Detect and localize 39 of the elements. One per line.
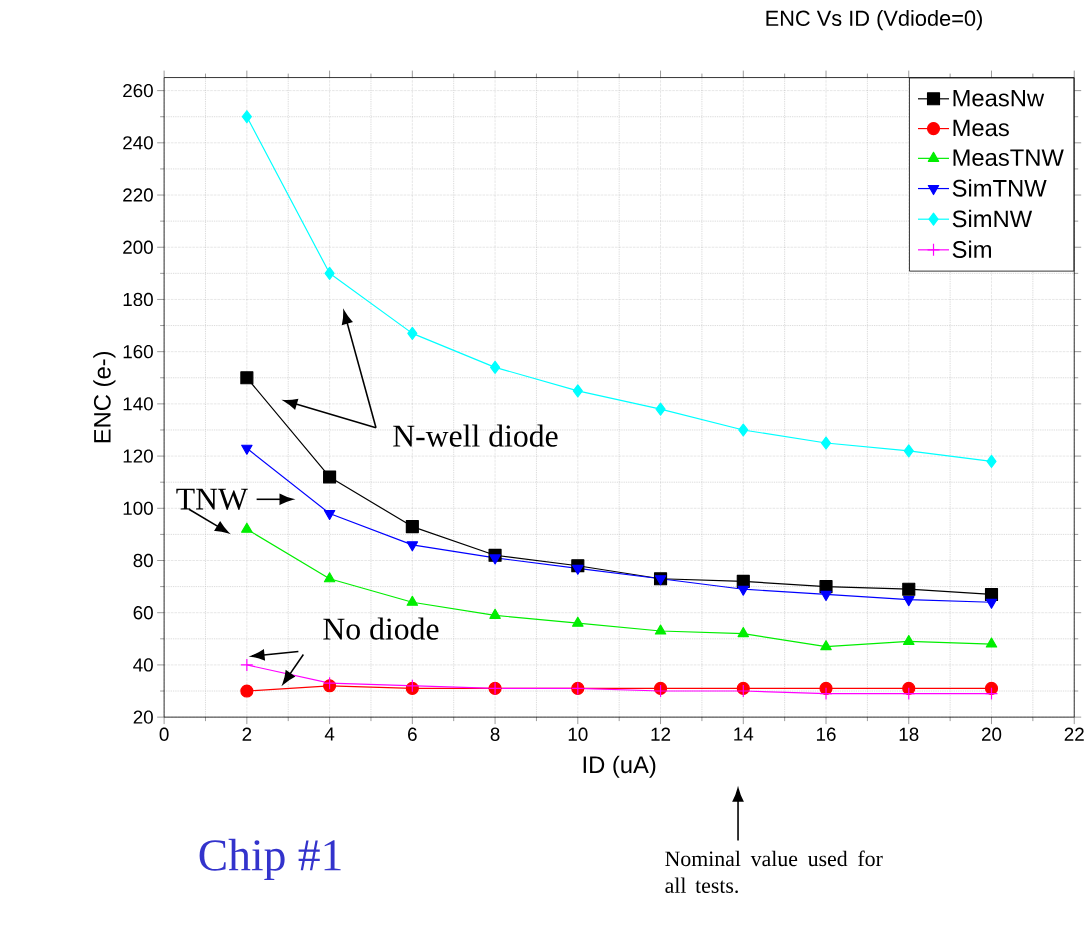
- legend-label: SimNW: [952, 209, 1033, 228]
- y-tick-label: 120: [123, 449, 153, 463]
- x-tick-label: 20: [981, 727, 1002, 741]
- y-tick-label: 60: [133, 606, 153, 620]
- x-tick-label: 4: [324, 727, 335, 741]
- x-tick-label: 12: [651, 727, 671, 741]
- y-tick-label: 100: [123, 501, 153, 515]
- y-tick-label: 220: [123, 188, 153, 202]
- y-tick-label: 240: [123, 136, 153, 150]
- y-tick-label: 40: [133, 658, 153, 672]
- legend-label: MeasNw: [953, 89, 1045, 107]
- chart-title: ENC Vs ID (Vdiode=0): [766, 10, 982, 31]
- legend-label: SimTNW: [952, 179, 1047, 197]
- x-tick-label: 18: [899, 727, 919, 741]
- y-tick-label: 80: [133, 553, 153, 568]
- y-tick-label: 180: [123, 292, 153, 307]
- x-tick-label: 22: [1064, 727, 1084, 741]
- x-tick-label: 10: [568, 727, 588, 741]
- x-axis-title: ID (uA): [583, 755, 656, 778]
- annotation: TNW: [176, 488, 248, 510]
- y-tick-label: 260: [123, 83, 153, 98]
- y-tick-label: 20: [133, 710, 153, 724]
- text: Chip #1: [199, 838, 341, 881]
- x-tick-label: 8: [490, 727, 500, 741]
- y-axis-title: ENC (e-): [93, 351, 116, 443]
- y-tick-label: 140: [123, 397, 153, 411]
- x-tick-label: 2: [242, 727, 252, 741]
- legend-label: MeasTNW: [953, 149, 1064, 167]
- y-tick-label: 160: [123, 345, 153, 359]
- annotation: No diode: [323, 617, 439, 640]
- x-tick-label: 0: [159, 727, 169, 741]
- y-tick-label: 200: [123, 240, 153, 254]
- x-tick-label: 6: [408, 727, 417, 741]
- x-tick-label: 14: [734, 727, 754, 741]
- x-tick-label: 16: [816, 727, 836, 741]
- text: Nominal value used for all tests.: [665, 850, 883, 894]
- annotation: N-well diode: [393, 424, 558, 447]
- legend-label: Sim: [952, 240, 991, 258]
- legend-label: Meas: [953, 119, 1009, 137]
